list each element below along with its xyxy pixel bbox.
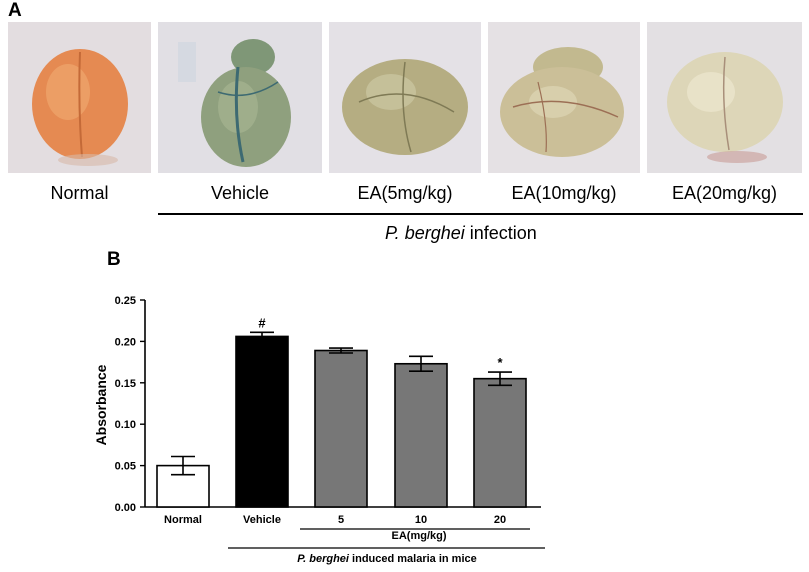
photo-label-ea5: EA(5mg/kg)	[357, 183, 453, 203]
chart-bars	[156, 331, 527, 508]
infection-bracket-line	[158, 213, 803, 215]
liver-photo-vehicle	[158, 22, 322, 173]
y-tick-label: 0.10	[115, 419, 136, 431]
category-label: Normal	[164, 514, 202, 526]
liver-photo-ea10	[488, 22, 640, 173]
photo-label-ea10: EA(10mg/kg)	[511, 183, 617, 203]
panel-a-letter: A	[8, 0, 22, 21]
panel-b-letter: B	[107, 249, 121, 270]
x-axis-label: P. berghei induced malaria in mice	[297, 553, 477, 565]
group-label: EA(mg/kg)	[392, 530, 447, 542]
category-label: 5	[338, 514, 344, 526]
bar	[314, 349, 368, 508]
significance-mark: #	[258, 315, 266, 330]
category-label: 20	[494, 514, 506, 526]
liver-photo-ea5	[329, 22, 481, 173]
absorbance-bar-chart: 0.00 0.05 0.10 0.15 0.20 0.25 Normal # Vehicle 5 1…	[93, 295, 545, 565]
y-axis-label: Absorbance	[93, 364, 109, 445]
bar	[235, 335, 289, 508]
y-tick-label: 0.25	[115, 295, 136, 307]
x-axis-label-rest: induced malaria in mice	[349, 553, 477, 565]
significance-mark: *	[497, 355, 503, 370]
infection-label-italic: P. berghei	[385, 223, 465, 243]
category-label: Vehicle	[243, 514, 281, 526]
photo-label-ea20: EA(20mg/kg)	[671, 183, 778, 203]
y-tick-label: 0.20	[115, 336, 136, 348]
infection-label-rest: infection	[464, 223, 537, 243]
photo-label-vehicle: Vehicle	[210, 183, 270, 203]
category-label: 10	[415, 514, 427, 526]
bar	[394, 362, 448, 508]
y-tick-label: 0.05	[115, 461, 136, 473]
photo-label-normal: Normal	[50, 183, 109, 203]
bar	[473, 377, 527, 508]
liver-photo-ea20	[647, 22, 802, 173]
chart-labels: 0.00 0.05 0.10 0.15 0.20 0.25 Normal # Vehicle 5 1…	[115, 295, 507, 526]
x-axis-label-italic: P. berghei	[297, 553, 350, 565]
liver-photo-normal	[8, 22, 151, 173]
infection-label: P. berghei infection	[385, 223, 537, 244]
y-tick-label: 0.00	[115, 502, 136, 514]
y-tick-label: 0.15	[115, 378, 136, 390]
